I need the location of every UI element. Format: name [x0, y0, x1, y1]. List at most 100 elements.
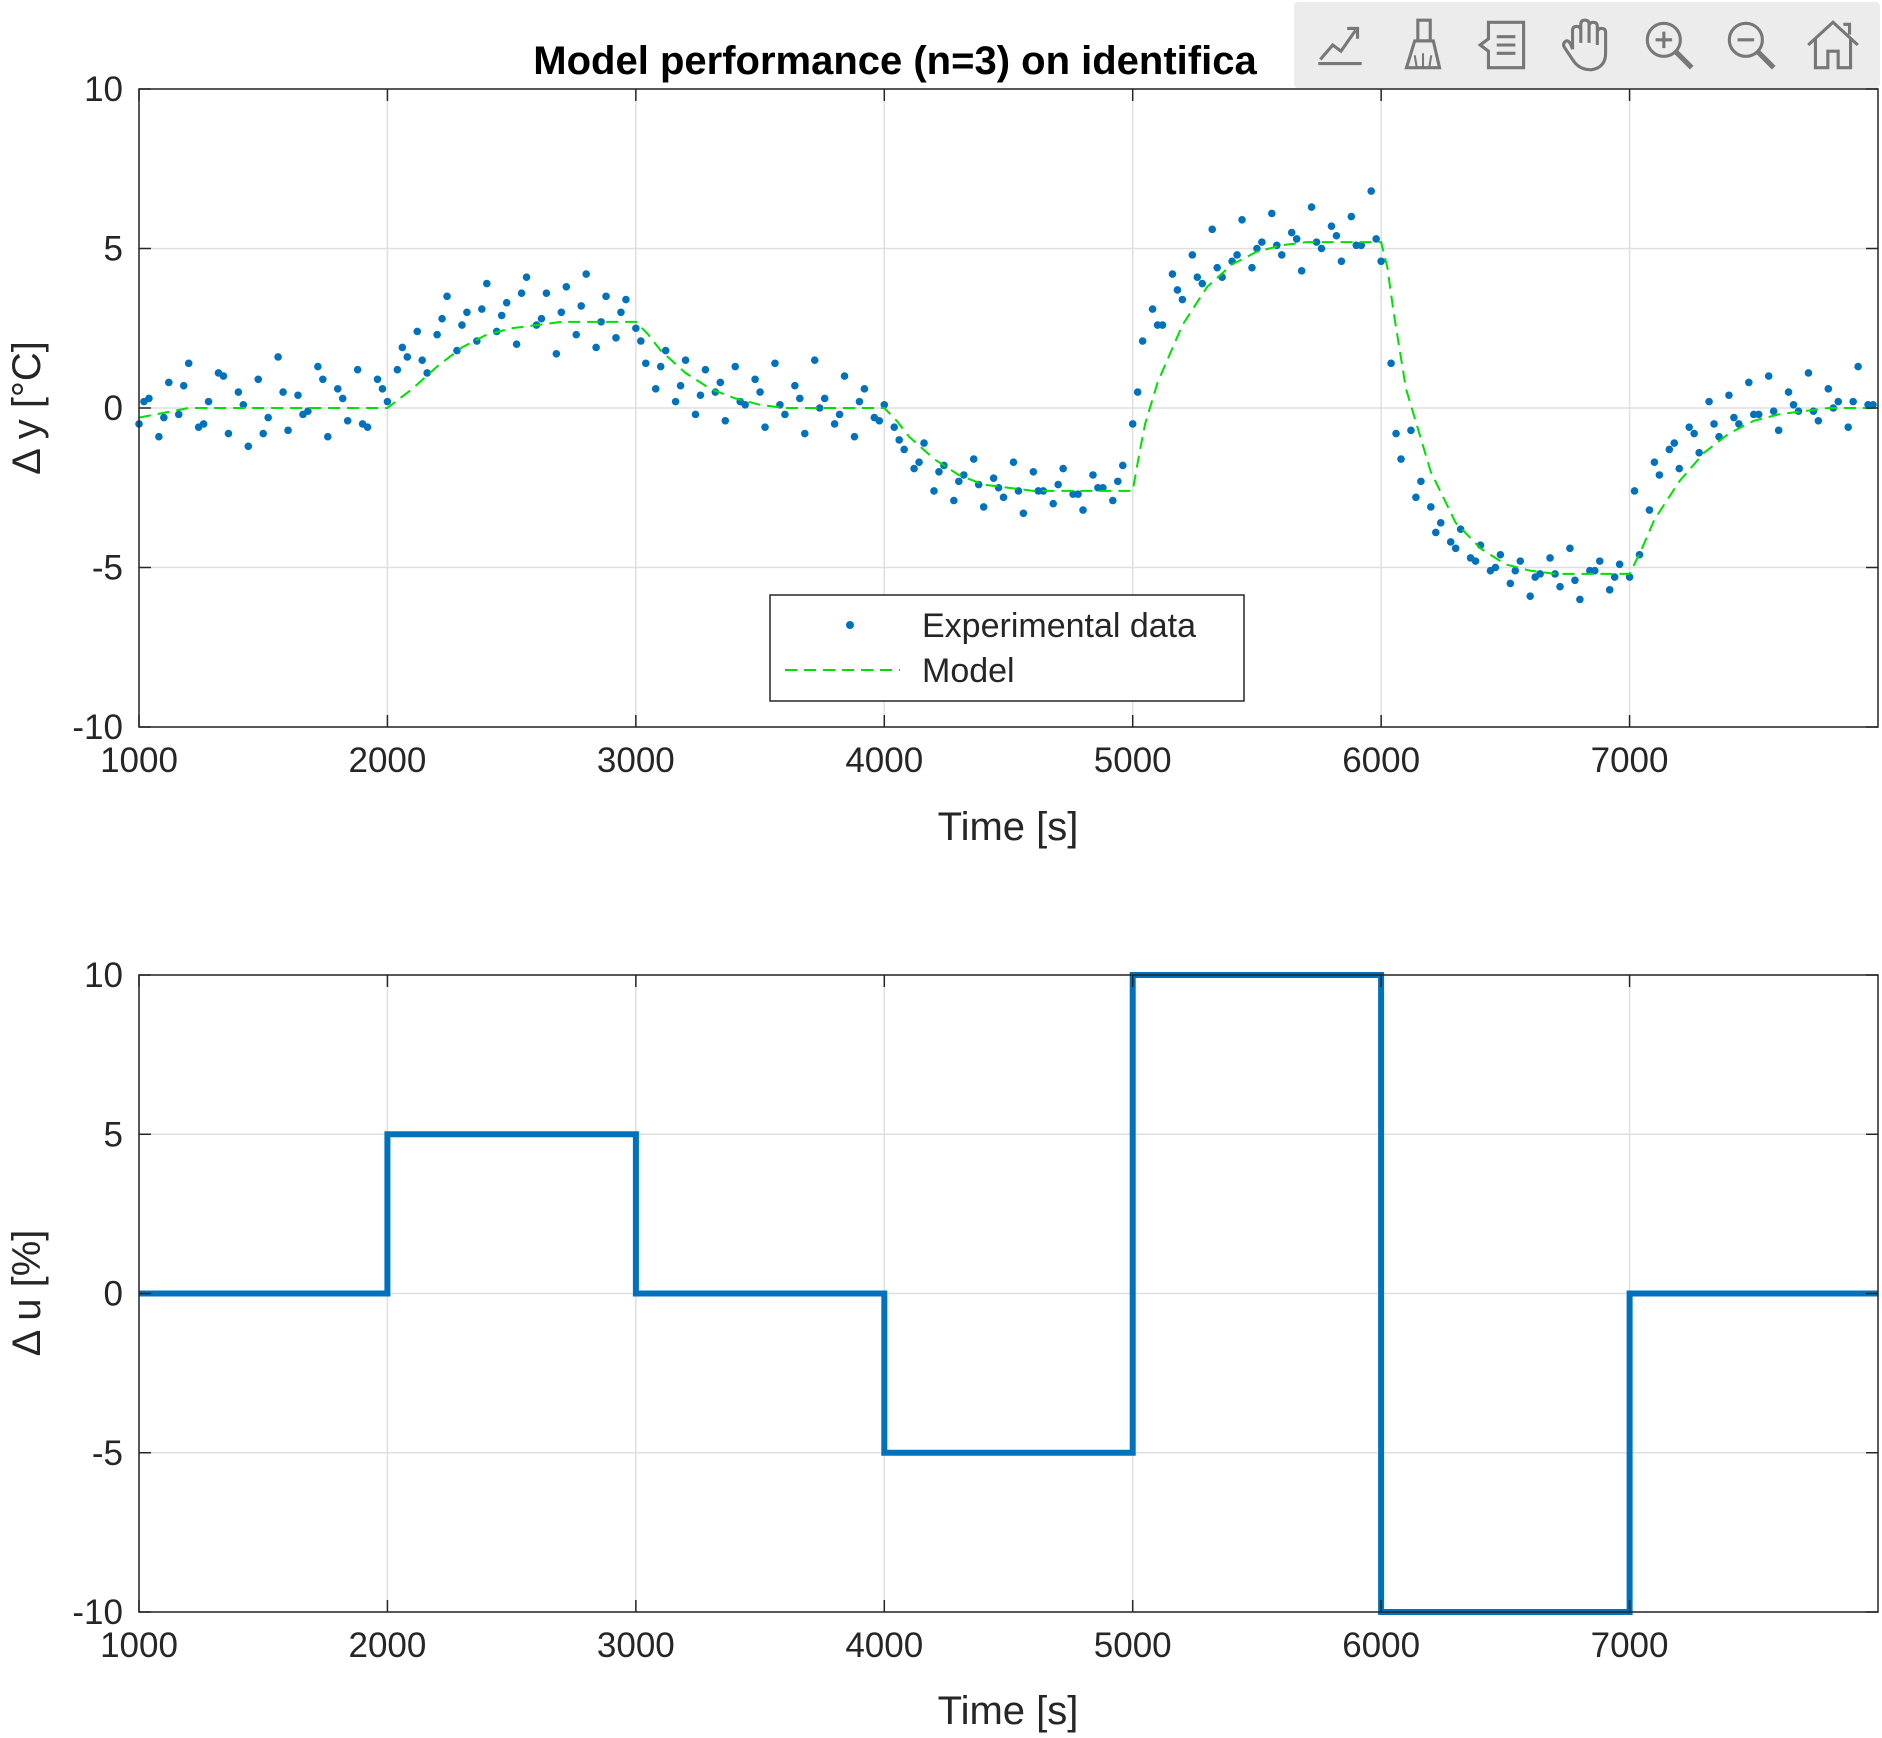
- pan-hand-icon: [1562, 18, 1608, 72]
- experimental-data-point: [1188, 251, 1197, 259]
- experimental-data-point: [478, 305, 486, 313]
- experimental-data-point: [512, 340, 521, 349]
- experimental-data-point: [1079, 506, 1087, 514]
- experimental-data-point: [1178, 295, 1187, 304]
- experimental-data-point: [1029, 468, 1038, 476]
- experimental-data-point: [622, 295, 630, 304]
- experimental-data-point: [1705, 397, 1713, 406]
- top-chart-title: Model performance (n=3) on identifica: [533, 39, 1257, 83]
- experimental-data-point: [224, 429, 233, 438]
- experimental-data-point: [234, 388, 243, 396]
- experimental-data-point: [751, 375, 759, 384]
- experimental-data-point: [453, 346, 461, 355]
- experimental-data-point: [1297, 267, 1306, 275]
- experimental-data-point: [438, 314, 446, 323]
- experimental-data-point: [324, 432, 332, 441]
- experimental-data-point: [1491, 563, 1500, 572]
- experimental-data-point: [1615, 560, 1624, 569]
- experimental-data-point: [930, 487, 938, 495]
- experimental-data-point: [1034, 487, 1043, 495]
- experimental-data-point: [1511, 566, 1520, 575]
- experimental-data-point: [1675, 464, 1684, 473]
- experimental-data-point: [979, 503, 988, 511]
- experimental-data-point: [1749, 410, 1758, 419]
- experimental-data-point: [661, 346, 670, 355]
- experimental-data-point: [418, 356, 427, 364]
- experimental-data-point: [959, 471, 968, 479]
- top-y-tick-label: 0: [104, 389, 123, 428]
- legend-marker-experimental: [846, 621, 854, 629]
- experimental-data-point: [463, 308, 471, 317]
- experimental-data-point: [517, 289, 526, 297]
- experimental-data-point: [1471, 557, 1480, 565]
- zoom-out-button[interactable]: [1716, 8, 1786, 82]
- experimental-data-point: [681, 356, 690, 364]
- experimental-data-point: [1695, 448, 1703, 457]
- experimental-data-point: [522, 273, 531, 282]
- experimental-data-point: [1854, 362, 1862, 371]
- experimental-data-point: [1814, 416, 1823, 425]
- pan-button[interactable]: [1552, 8, 1622, 82]
- data-tips-button[interactable]: [1470, 8, 1540, 82]
- experimental-data-point: [1019, 509, 1028, 518]
- brush-button[interactable]: [1388, 8, 1458, 82]
- home-button[interactable]: [1798, 8, 1868, 82]
- bottom-x-tick-label: 4000: [845, 1626, 923, 1665]
- experimental-data-point: [433, 330, 441, 339]
- experimental-data-point: [1431, 528, 1440, 537]
- experimental-data-point: [1089, 471, 1097, 479]
- experimental-data-point: [989, 474, 998, 482]
- export-button[interactable]: [1306, 8, 1376, 82]
- top-x-tick-label: 5000: [1094, 741, 1172, 780]
- experimental-data-point: [791, 381, 799, 390]
- experimental-data-point: [378, 385, 387, 393]
- experimental-data-point: [910, 464, 918, 473]
- experimental-data-point: [1610, 573, 1619, 581]
- experimental-data-point: [1118, 461, 1127, 470]
- experimental-data-point: [184, 359, 193, 368]
- experimental-data-point: [602, 292, 610, 301]
- experimental-data-point: [935, 468, 943, 476]
- experimental-data-point: [800, 429, 809, 438]
- experimental-data-point: [343, 416, 352, 425]
- experimental-data-point: [721, 416, 730, 425]
- experimental-data-point: [353, 365, 362, 374]
- experimental-data-point: [781, 410, 789, 419]
- legend[interactable]: Experimental data Model: [769, 594, 1245, 702]
- experimental-data-point: [1059, 464, 1067, 473]
- experimental-data-point: [279, 388, 287, 396]
- top-axes[interactable]: 1000 2000 3000 4000 5000 6000 7000 -10 -5 0 5 10 Mo…: [5, 39, 1879, 849]
- experimental-data-point: [338, 394, 347, 403]
- experimental-data-point: [1128, 420, 1137, 428]
- axes-toolbar: [1294, 2, 1880, 88]
- experimental-data-point: [1332, 231, 1341, 240]
- experimental-data-point: [656, 362, 665, 371]
- experimental-data-point: [1451, 544, 1460, 553]
- experimental-data-point: [403, 353, 412, 361]
- experimental-data-point: [1625, 573, 1634, 581]
- experimental-data-point: [1109, 496, 1117, 505]
- experimental-data-point: [219, 372, 228, 380]
- top-x-tick-label: 3000: [597, 741, 675, 780]
- zoom-in-button[interactable]: [1634, 8, 1704, 82]
- top-plot-area: [135, 187, 1878, 604]
- experimental-data-point: [1377, 257, 1385, 266]
- experimental-data-point: [1670, 439, 1679, 447]
- experimental-data-point: [1277, 251, 1286, 259]
- bottom-y-tick-label: 0: [104, 1275, 123, 1314]
- experimental-data-point: [497, 311, 506, 320]
- experimental-data-point: [1784, 388, 1793, 396]
- experimental-data-point: [1595, 557, 1604, 565]
- experimental-data-point: [1764, 372, 1773, 380]
- experimental-data-point: [1153, 321, 1162, 329]
- experimental-data-point: [850, 432, 859, 441]
- experimental-data-point: [1630, 487, 1639, 495]
- top-y-tick-label: -10: [72, 708, 123, 747]
- experimental-data-point: [1238, 215, 1246, 224]
- experimental-data-point: [398, 343, 407, 352]
- bottom-axes[interactable]: 1000 2000 3000 4000 5000 6000 7000 -10 -5 0 5 10 Ti…: [5, 956, 1879, 1733]
- experimental-data-point: [259, 429, 268, 438]
- experimental-data-point: [1054, 480, 1062, 489]
- experimental-data-point: [1317, 244, 1326, 253]
